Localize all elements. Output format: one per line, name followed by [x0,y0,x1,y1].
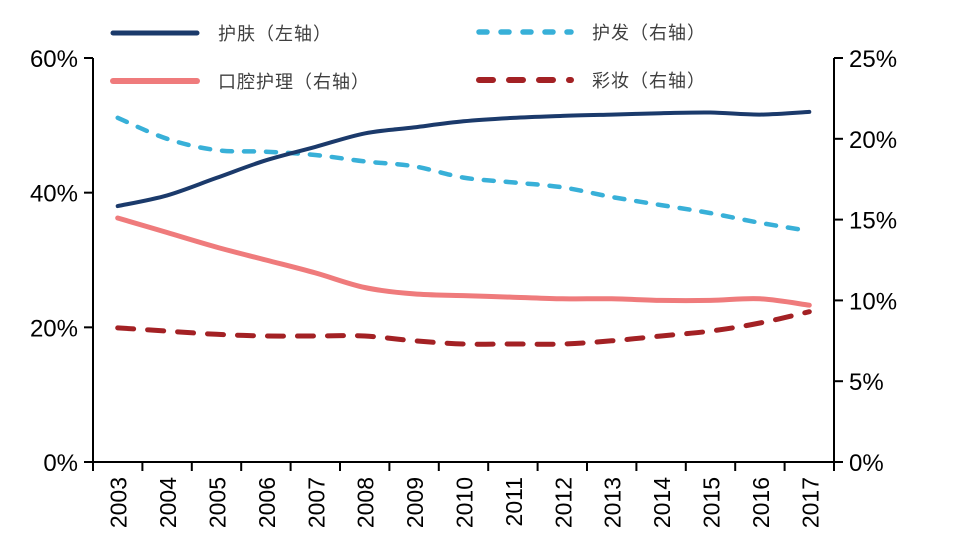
legend-item-oral-care: 口腔护理（右轴） [110,68,370,94]
right-axis-tick-label: 5% [849,369,884,396]
series-line-makeup [115,309,812,347]
legend-label-oral-care: 口腔护理（右轴） [218,72,370,92]
right-axis-tick-label: 25% [849,46,897,73]
legend-label-hair-care: 护发（右轴） [592,23,706,43]
x-axis-tick-label: 2009 [402,477,428,528]
series-line-skincare [115,109,812,209]
legend-label-makeup: 彩妆（右轴） [592,71,706,91]
x-axis-tick-label: 2004 [155,477,181,528]
x-axis-tick-label: 2013 [600,477,626,528]
right-axis-tick-label: 15% [849,208,897,235]
legend-item-skincare: 护肤（左轴） [110,20,332,46]
legend-label-skincare: 护肤（左轴） [218,24,332,44]
x-axis-tick-label: 2015 [699,477,725,528]
left-axis-tick-label: 60% [30,46,78,73]
legend-line-sample-oral-care [110,78,200,84]
x-axis-tick-label: 2017 [797,477,823,528]
x-axis-tick-label: 2016 [748,477,774,528]
series-line-hair-care [115,115,812,234]
left-axis-tick-label: 40% [30,181,78,208]
x-axis-tick-label: 2007 [303,477,329,528]
series-line-oral-care [115,215,812,308]
x-axis-tick-label: 2005 [205,477,231,528]
right-axis-tick-label: 20% [849,127,897,154]
x-axis-tick-label: 2008 [353,477,379,528]
legend-item-hair-care: 护发（右轴） [476,19,706,45]
right-axis-tick-label: 10% [849,288,897,315]
x-axis-tick-label: 2011 [501,477,527,526]
left-axis-tick-label: 0% [43,450,78,477]
legend-item-makeup: 彩妆（右轴） [476,67,706,93]
x-axis-tick-label: 2014 [649,477,675,528]
x-axis-tick-label: 2006 [254,477,280,528]
x-axis-tick-label: 2012 [550,477,576,528]
x-axis-tick-label: 2003 [106,477,132,528]
legend-line-sample-hair-care [476,29,574,35]
right-axis-tick-label: 0% [849,450,884,477]
x-axis-tick-label: 2010 [452,477,478,528]
legend-line-sample-makeup [476,77,574,83]
legend-line-sample-skincare [110,30,200,36]
legend: 护肤（左轴） 口腔护理（右轴） 护发（右轴） 彩妆（右轴） [0,0,961,110]
left-axis-tick-label: 20% [30,315,78,342]
